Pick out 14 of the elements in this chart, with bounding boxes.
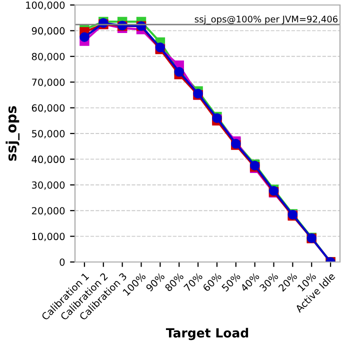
y-tick-label: 60,000 xyxy=(32,104,65,113)
y-tick-label: 0 xyxy=(60,258,65,266)
y-tick-label: 20,000 xyxy=(32,207,65,216)
y-tick-label: 100,000 xyxy=(26,1,65,10)
y-tick-label: 50,000 xyxy=(32,130,65,138)
x-axis-title: Target Load xyxy=(166,328,248,340)
y-tick-label: 10,000 xyxy=(32,232,65,242)
ref-line-label: ssj_ops@100% per JVM=92,406 xyxy=(194,16,338,25)
y-tick-label: 80,000 xyxy=(32,52,65,62)
y-axis-title: ssj_ops xyxy=(6,106,20,161)
y-tick-label: 70,000 xyxy=(32,78,65,87)
y-tick-label: 30,000 xyxy=(32,181,65,190)
y-tick-label: 40,000 xyxy=(32,156,65,164)
y-tick-label: 90,000 xyxy=(32,27,65,36)
